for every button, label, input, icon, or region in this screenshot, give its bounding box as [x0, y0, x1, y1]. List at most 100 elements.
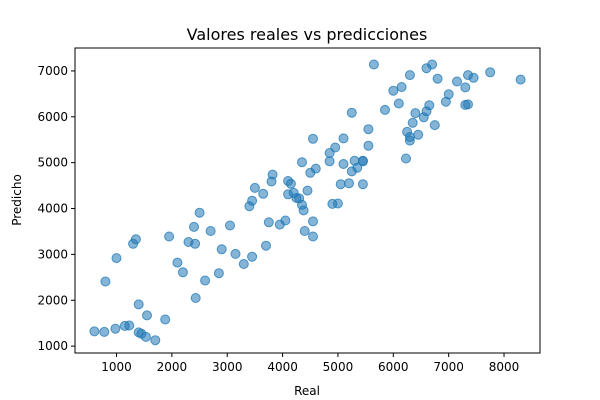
data-point [363, 140, 374, 151]
data-point [401, 153, 411, 164]
data-point [280, 215, 291, 226]
data-point [130, 234, 141, 245]
data-point [261, 240, 271, 251]
data-point [111, 253, 122, 264]
x-tick-label: 1000 [101, 360, 132, 374]
data-point [100, 276, 111, 287]
data-point [515, 74, 526, 85]
data-point [324, 156, 335, 167]
y-tick-label: 1000 [37, 339, 68, 353]
y-tick-label: 5000 [37, 156, 68, 170]
data-point [150, 335, 161, 346]
data-point [404, 135, 415, 146]
data-point [299, 226, 310, 236]
data-point [133, 299, 144, 310]
data-point [393, 98, 404, 109]
data-point [485, 67, 496, 78]
data-point [346, 107, 357, 118]
data-point [330, 142, 341, 153]
x-axis-label: Real [294, 384, 320, 398]
data-point [249, 182, 260, 193]
data-point [427, 59, 438, 70]
data-point [285, 178, 296, 189]
x-tick-label: 8000 [489, 360, 520, 374]
chart-title: Valores reales vs predicciones [187, 25, 428, 44]
data-point [407, 117, 418, 128]
x-tick-label: 5000 [323, 360, 354, 374]
data-point [205, 226, 216, 236]
y-tick-label: 2000 [37, 293, 68, 307]
data-point [263, 217, 274, 228]
y-tick-label: 3000 [37, 247, 68, 261]
data-point [238, 259, 249, 269]
data-point [413, 129, 424, 140]
data-point [396, 82, 407, 92]
data-point [140, 331, 151, 342]
x-tick-label: 4000 [267, 360, 298, 374]
y-axis-label: Predicho [10, 174, 24, 226]
x-tick-label: 2000 [157, 360, 188, 374]
data-point [297, 157, 307, 168]
data-point [200, 275, 211, 286]
data-point [124, 320, 135, 331]
data-point [368, 59, 379, 70]
data-point [308, 231, 318, 242]
data-point [160, 314, 171, 325]
y-tick-label: 6000 [37, 110, 68, 124]
data-point [404, 70, 415, 81]
data-points [89, 59, 526, 346]
data-point [349, 155, 360, 166]
data-point [142, 310, 152, 321]
data-point [99, 326, 110, 337]
y-tick-label: 7000 [37, 64, 68, 78]
data-point [302, 185, 313, 196]
data-point [89, 326, 100, 337]
x-tick-label: 7000 [433, 360, 464, 374]
data-point [172, 257, 183, 268]
data-point [267, 169, 278, 180]
data-point [357, 179, 368, 190]
data-point [258, 188, 269, 199]
data-point [463, 99, 473, 110]
data-point [216, 244, 227, 255]
data-point [335, 179, 346, 190]
data-point [338, 133, 349, 144]
data-point [308, 216, 318, 227]
data-point [410, 108, 421, 119]
y-axis-ticks: 1000 2000 3000 4000 5000 6000 7000 [37, 64, 75, 353]
x-tick-label: 6000 [378, 360, 409, 374]
data-point [424, 100, 435, 111]
data-point [443, 89, 454, 100]
data-point [429, 120, 440, 131]
y-tick-label: 4000 [37, 202, 68, 216]
data-point [190, 238, 201, 249]
data-point [332, 198, 343, 209]
data-point [460, 82, 471, 93]
data-point [388, 85, 399, 96]
data-point [247, 251, 258, 262]
data-point [247, 195, 258, 206]
data-point [363, 124, 374, 135]
data-point [298, 205, 309, 216]
data-point [164, 231, 175, 242]
data-point [308, 133, 318, 144]
data-point [230, 248, 241, 259]
data-point [310, 163, 321, 174]
data-point [189, 221, 199, 232]
plot-frame [74, 47, 541, 354]
data-point [177, 267, 188, 278]
x-tick-label: 3000 [212, 360, 243, 374]
data-point [213, 268, 224, 279]
data-point [468, 72, 479, 83]
data-point [380, 104, 390, 115]
x-axis-ticks: 1000 2000 3000 4000 5000 6000 7000 8000 [101, 353, 519, 374]
data-point [357, 156, 368, 167]
data-point [110, 323, 121, 334]
data-point [338, 159, 349, 169]
data-point [432, 73, 443, 84]
data-point [190, 293, 201, 303]
data-point [225, 220, 235, 231]
data-point [452, 76, 462, 87]
data-point [344, 178, 354, 189]
